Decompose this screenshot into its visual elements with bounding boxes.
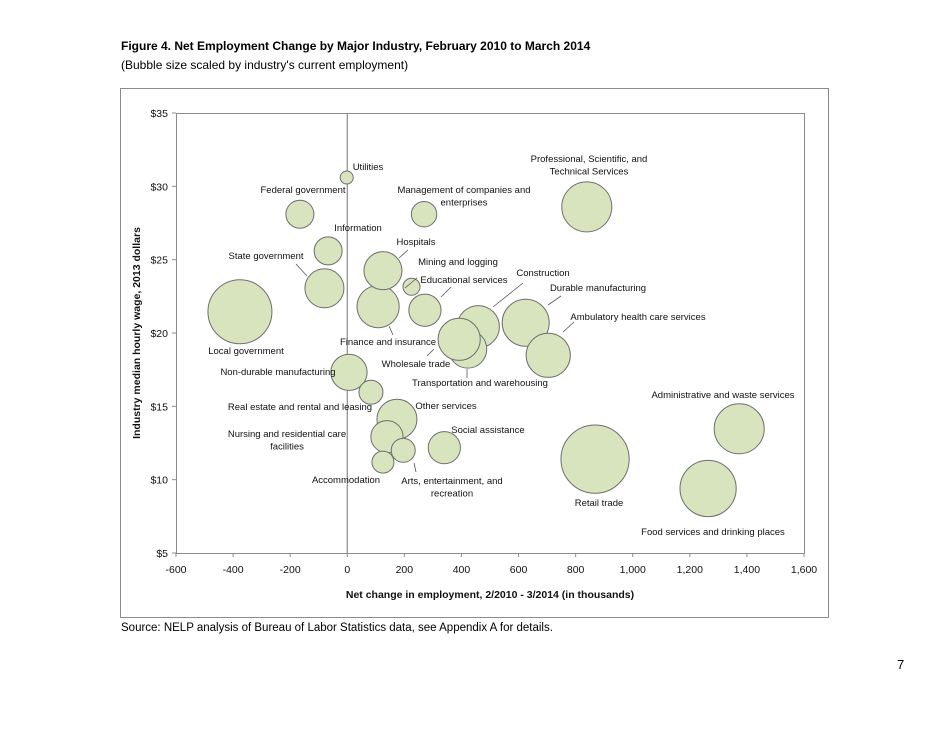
plot-area [176, 113, 805, 554]
bubble-label: Other services [415, 401, 476, 412]
bubble-label: Technical Services [550, 167, 629, 178]
bubble-label: Information [334, 223, 382, 234]
bubble-label: Social assistance [451, 425, 524, 436]
bubble-local-government [207, 279, 273, 345]
bubble-label: Utilities [353, 162, 384, 173]
bubble-wholesale-trade [437, 317, 481, 361]
x-tick-label: 1,000 [620, 564, 646, 576]
bubble-educational-services [408, 293, 442, 327]
bubble-real-estate-and-rental-and-leasing [358, 379, 384, 405]
source-note: Source: NELP analysis of Bureau of Labor… [121, 622, 553, 634]
x-tick-label: 1,600 [791, 564, 817, 576]
y-tick-label: $5 [156, 548, 168, 560]
leader-line [492, 282, 524, 308]
y-tick-label: $30 [150, 181, 168, 193]
x-axis-label: Net change in employment, 2/2010 - 3/201… [346, 589, 634, 601]
y-axis-label: Industry median hourly wage, 2013 dollar… [131, 227, 143, 439]
leader-line [440, 286, 452, 298]
bubble-label: Local government [208, 346, 284, 357]
x-tick-label: 600 [510, 564, 528, 576]
bubble-label: Educational services [420, 275, 507, 286]
figure-title: Figure 4. Net Employment Change by Major… [121, 39, 591, 53]
y-tick-label: $15 [150, 401, 168, 413]
bubble-retail-trade [560, 424, 630, 494]
x-tick-label: 1,200 [677, 564, 703, 576]
bubble-label: State government [229, 251, 304, 262]
leader-line [295, 263, 308, 277]
bubble-mining-and-logging [402, 277, 421, 296]
bubble-label: Finance and insurance [340, 337, 436, 348]
leader-line [562, 321, 575, 333]
bubble-social-assistance [427, 431, 461, 465]
bubble-label: Arts, entertainment, and [401, 476, 502, 487]
y-tick-label: $25 [150, 255, 168, 267]
bubble-label: Accommodation [312, 475, 380, 486]
x-tick-label: -400 [223, 564, 244, 576]
x-tick-label: -600 [165, 564, 186, 576]
page-number: 7 [897, 657, 905, 672]
bubble-utilities [339, 170, 354, 185]
bubble-non-durable-manufacturing [330, 353, 368, 391]
bubble-durable-manufacturing [501, 298, 550, 347]
figure-subtitle: (Bubble size scaled by industry's curren… [121, 58, 409, 72]
bubble-label: Transportation and warehousing [412, 378, 548, 389]
bubble-state-government [304, 268, 345, 309]
bubble-management-of-companies-and-enterprises [410, 201, 438, 228]
bubble-food-services-and-drinking-places [679, 459, 737, 518]
bubble-label: Ambulatory health care services [570, 312, 705, 323]
bubble-arts-entertainment-and-recreation [390, 437, 416, 463]
x-tick-label: 400 [453, 564, 471, 576]
bubble-label: Food services and drinking places [641, 527, 785, 538]
x-tick-label: -200 [280, 564, 301, 576]
bubble-label: Federal government [260, 185, 345, 196]
leader-line [404, 277, 418, 289]
bubble-label: Construction [516, 268, 569, 279]
bubble-accommodation [371, 450, 395, 474]
y-tick-label: $35 [150, 108, 168, 120]
leader-line [547, 295, 562, 306]
bubble-label: Retail trade [575, 498, 624, 509]
bubble-label: Non-durable manufacturing [220, 367, 335, 378]
bubble-label: Management of companies and [397, 185, 530, 196]
x-tick-label: 0 [344, 564, 350, 576]
bubble-professional-scientific-and-technical-services [561, 181, 613, 233]
bubble-label: Real estate and rental and leasing [228, 402, 372, 413]
bubble-label: Hospitals [396, 237, 435, 248]
x-tick-label: 1,400 [734, 564, 760, 576]
bubble-label: Nursing and residential care [228, 429, 346, 440]
y-tick-label: $10 [150, 475, 168, 487]
bubble-hospitals [363, 251, 403, 291]
bubble-federal-government [285, 199, 315, 229]
leader-line [388, 325, 394, 336]
bubble-ambulatory-health-care-services [525, 332, 571, 378]
bubble-label: enterprises [441, 198, 488, 209]
bubble-administrative-and-waste-services [713, 403, 765, 455]
x-tick-label: 200 [396, 564, 414, 576]
leader-line [426, 348, 435, 357]
bubble-finance-and-insurance [356, 285, 400, 329]
bubble-label: Durable manufacturing [550, 283, 646, 294]
leader-line [413, 462, 417, 473]
bubble-label: Wholesale trade [382, 359, 451, 370]
bubble-label: Administrative and waste services [651, 390, 794, 401]
y-tick-label: $20 [150, 328, 168, 340]
bubble-label: recreation [431, 489, 473, 500]
x-tick-label: 800 [567, 564, 585, 576]
bubble-label: Professional, Scientific, and [531, 154, 648, 165]
leader-line [398, 249, 409, 259]
bubble-label: Mining and logging [418, 257, 498, 268]
bubble-information [313, 236, 343, 266]
bubble-label: facilities [270, 442, 304, 453]
